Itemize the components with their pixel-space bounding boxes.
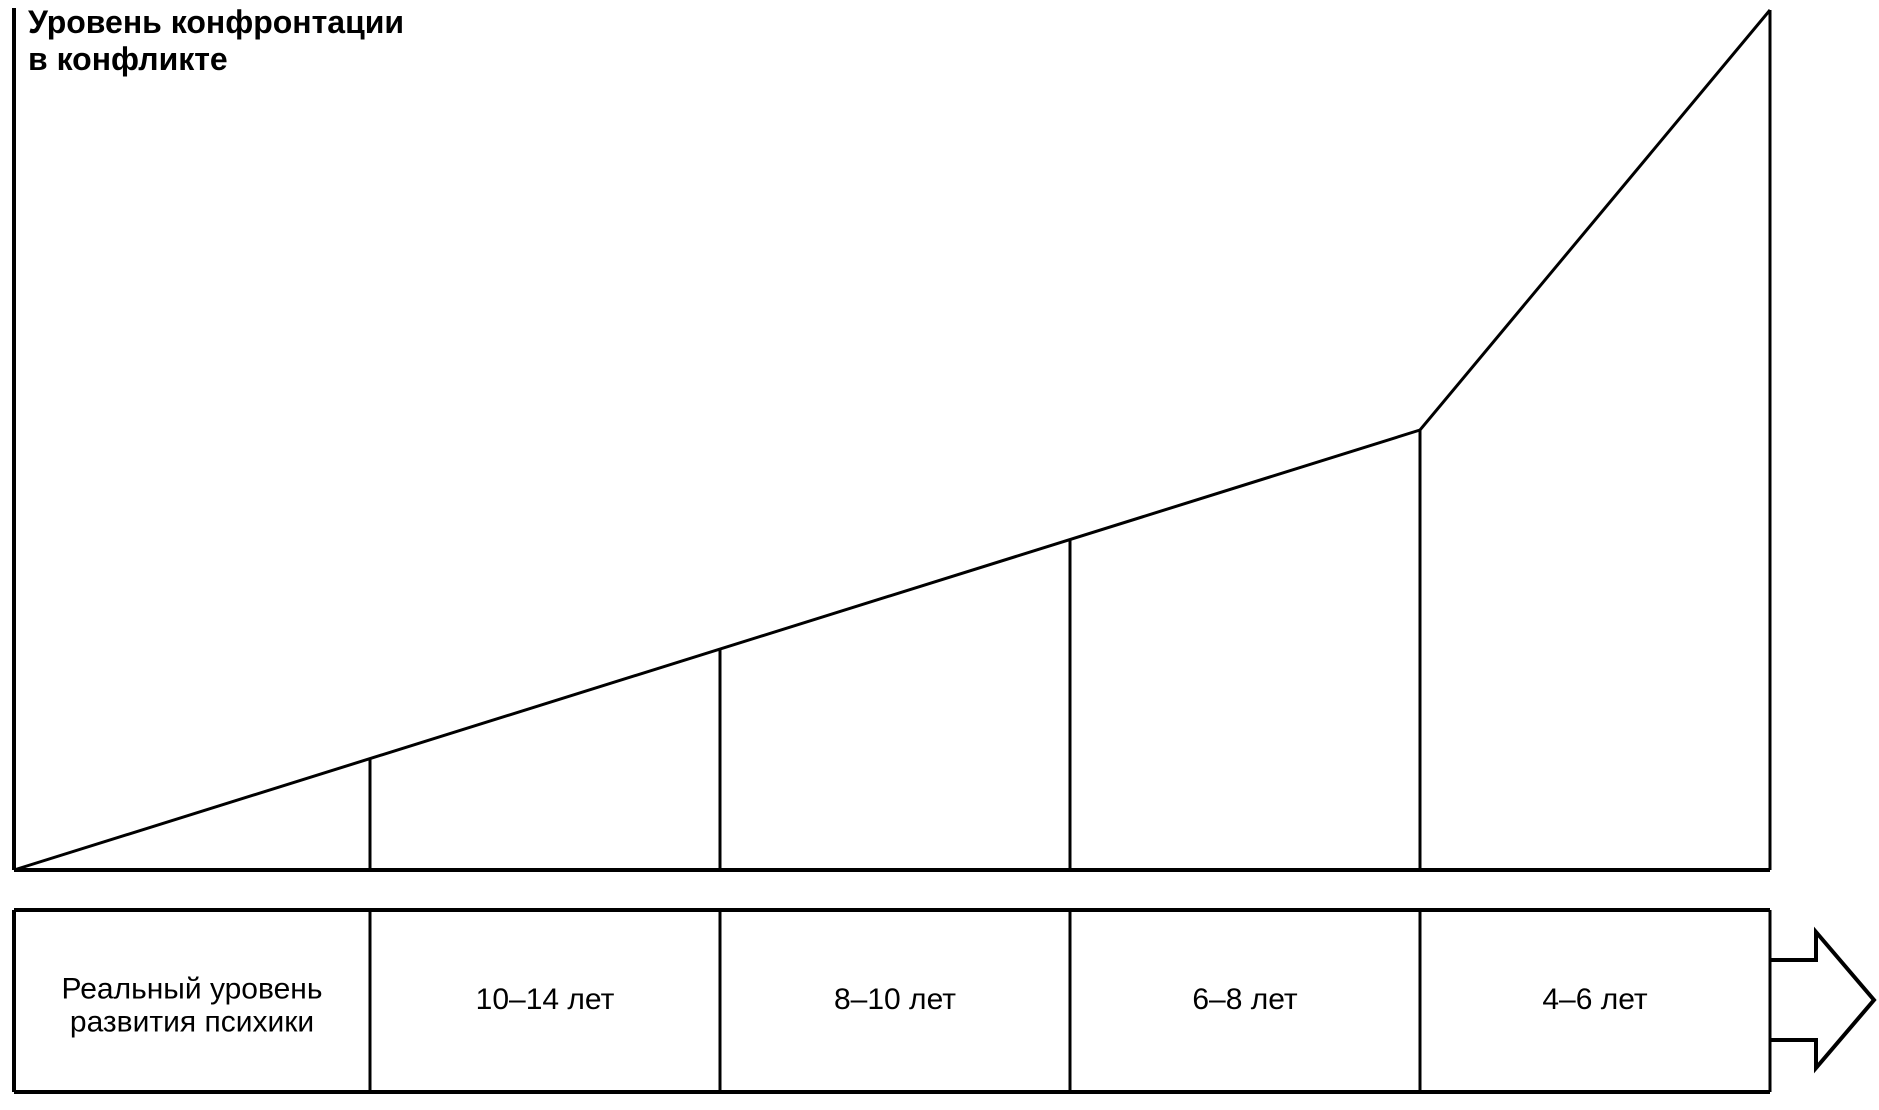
table-cell-label-0-line1: Реальный уровень <box>62 972 323 1005</box>
table-cell-label-2: 8–10 лет <box>834 983 956 1016</box>
table-cell-label-1: 10–14 лет <box>476 983 615 1016</box>
y-axis-title: Уровень конфронтации в конфликте <box>28 4 404 78</box>
chart-svg: Реальный уровеньразвития психики 10–14 ле… <box>0 0 1879 1110</box>
table-cell-label-4: 4–6 лет <box>1542 983 1648 1016</box>
table-cell-label-3: 6–8 лет <box>1192 983 1298 1016</box>
data-line <box>14 10 1770 870</box>
x-axis-arrow <box>1770 932 1874 1068</box>
table-cell-label-0-line2: развития психики <box>70 1005 314 1038</box>
chart-container: Уровень конфронтации в конфликте Реальны… <box>0 0 1879 1110</box>
